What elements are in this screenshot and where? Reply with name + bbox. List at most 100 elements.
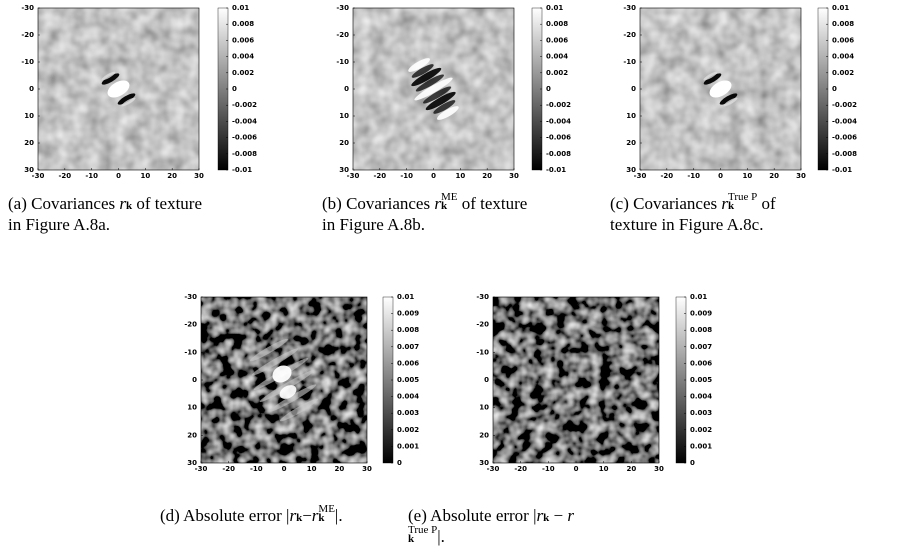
y-tick-label: 20 bbox=[24, 139, 34, 147]
colorbar-tick-label: 0.002 bbox=[832, 69, 854, 77]
x-tick-label: 10 bbox=[140, 172, 150, 180]
colorbar-tick-label: 0.008 bbox=[232, 20, 254, 28]
caption-subscript: k bbox=[296, 512, 303, 525]
pattern-blob bbox=[433, 100, 456, 114]
colorbar-tick-label: 0.002 bbox=[690, 426, 712, 434]
heatmap bbox=[201, 297, 367, 463]
pattern-blob bbox=[719, 93, 738, 105]
x-tick-label: -30 bbox=[487, 465, 500, 473]
y-tick-label: -10 bbox=[21, 58, 34, 66]
pattern-blob bbox=[703, 71, 718, 81]
y-tick-label: 10 bbox=[24, 112, 34, 120]
colorbar-tick-label: -0.002 bbox=[232, 101, 257, 109]
pattern-blob bbox=[414, 77, 453, 101]
pattern-blob bbox=[425, 91, 456, 111]
heatmap bbox=[38, 8, 199, 170]
y-tick-label: -20 bbox=[476, 321, 489, 329]
x-tick-label: 10 bbox=[742, 172, 752, 180]
colorbar-tick-label: 0.006 bbox=[832, 36, 854, 44]
y-tick-label: 20 bbox=[626, 139, 636, 147]
colorbar-tick-label: -0.008 bbox=[832, 150, 857, 158]
colorbar-tick-label: 0.004 bbox=[832, 53, 854, 61]
caption-symbol: r bbox=[536, 506, 544, 525]
y-tick-label: 30 bbox=[187, 459, 197, 467]
caption-script: k bbox=[296, 505, 303, 525]
x-tick-label: -10 bbox=[400, 172, 413, 180]
x-tick-label: 0 bbox=[116, 172, 121, 180]
colorbar-tick-label: 0.008 bbox=[546, 20, 568, 28]
colorbar-tick-label: 0 bbox=[690, 459, 695, 467]
pattern-blob bbox=[415, 74, 445, 92]
panel: -30 -20 -10 0 10 20 30-30-20-1001020300.010.00… bbox=[184, 293, 419, 473]
x-tick-label: 20 bbox=[167, 172, 177, 180]
colorbar-tick-label: -0.01 bbox=[546, 166, 566, 174]
y-tick-label: 20 bbox=[339, 139, 349, 147]
pattern-blob bbox=[703, 73, 722, 85]
y-tick-label: 10 bbox=[479, 404, 489, 412]
caption: (d) Absolute error |r k −r ME k |. bbox=[160, 503, 400, 526]
caption: (a) Covariances r k of texture in Figure… bbox=[8, 193, 210, 235]
caption-text: (e) Absolute error bbox=[408, 506, 534, 525]
colorbar-tick-label: 0.006 bbox=[397, 359, 419, 367]
x-tick-label: 30 bbox=[654, 465, 664, 473]
colorbar-tick-label: 0.004 bbox=[690, 393, 712, 401]
pattern-blob bbox=[107, 80, 130, 98]
caption-text: of texture in Figure A.8c. bbox=[610, 194, 780, 234]
colorbar-tick-label: -0.004 bbox=[546, 117, 571, 125]
x-tick-label: -20 bbox=[661, 172, 674, 180]
colorbar-tick-label: -0.006 bbox=[232, 134, 257, 142]
y-tick-label: 20 bbox=[187, 431, 197, 439]
colorbar-tick-label: 0.004 bbox=[546, 53, 568, 61]
y-tick-label: -20 bbox=[336, 31, 349, 39]
colorbar-tick-label: -0.008 bbox=[232, 150, 257, 158]
caption-symbol: r bbox=[721, 194, 729, 213]
pattern-blob bbox=[408, 58, 430, 72]
heatmap-texture bbox=[493, 297, 659, 463]
y-tick-label: 10 bbox=[187, 404, 197, 412]
colorbar-tick-label: -0.004 bbox=[832, 117, 857, 125]
pattern-blob bbox=[272, 365, 292, 383]
caption-text: |. bbox=[437, 527, 445, 546]
y-tick-label: 10 bbox=[626, 112, 636, 120]
y-tick-label: -10 bbox=[336, 58, 349, 66]
pattern-blob bbox=[101, 71, 116, 81]
panel: -30 -20 -10 0 10 20 30-30-20-1001020300.010.00… bbox=[476, 293, 712, 473]
x-tick-label: -30 bbox=[634, 172, 647, 180]
colorbar-tick-label: 0.006 bbox=[690, 359, 712, 367]
y-tick-label: 0 bbox=[631, 85, 636, 93]
colorbar-tick-label: -0.006 bbox=[546, 134, 571, 142]
caption-script: k bbox=[543, 505, 549, 524]
x-tick-label: 0 bbox=[282, 465, 287, 473]
caption-text: (c) Covariances bbox=[610, 194, 722, 213]
colorbar-tick-label: 0.004 bbox=[397, 393, 419, 401]
y-tick-label: 0 bbox=[29, 85, 34, 93]
colorbar-tick-label: 0.004 bbox=[232, 53, 254, 61]
pattern-blob bbox=[279, 385, 297, 399]
caption-subscript: k bbox=[440, 200, 448, 213]
x-tick-label: 20 bbox=[334, 465, 344, 473]
y-tick-label: -30 bbox=[476, 293, 489, 301]
colorbar-tick-label: 0.005 bbox=[397, 376, 419, 384]
colorbar-tick-label: 0.01 bbox=[832, 4, 849, 12]
y-tick-label: -20 bbox=[623, 31, 636, 39]
colorbar-tick-label: -0.002 bbox=[832, 101, 857, 109]
x-tick-label: -20 bbox=[374, 172, 387, 180]
colorbar-tick-label: 0.007 bbox=[690, 343, 712, 351]
colorbar-tick-label: 0.002 bbox=[232, 69, 254, 77]
y-tick-label: -10 bbox=[623, 58, 636, 66]
pattern-blob bbox=[279, 398, 319, 422]
colorbar-tick-label: 0.002 bbox=[546, 69, 568, 77]
caption-script: ME k bbox=[318, 503, 335, 524]
colorbar-tick-label: 0.005 bbox=[690, 376, 712, 384]
x-tick-label: -30 bbox=[195, 465, 208, 473]
colorbar-tick-label: 0 bbox=[397, 459, 402, 467]
colorbar-tick-label: 0.008 bbox=[690, 326, 712, 334]
caption-superscript: ME bbox=[318, 503, 335, 516]
pattern-blob bbox=[117, 93, 136, 105]
colorbar-tick-label: -0.004 bbox=[232, 117, 257, 125]
pattern-blob bbox=[411, 67, 442, 87]
